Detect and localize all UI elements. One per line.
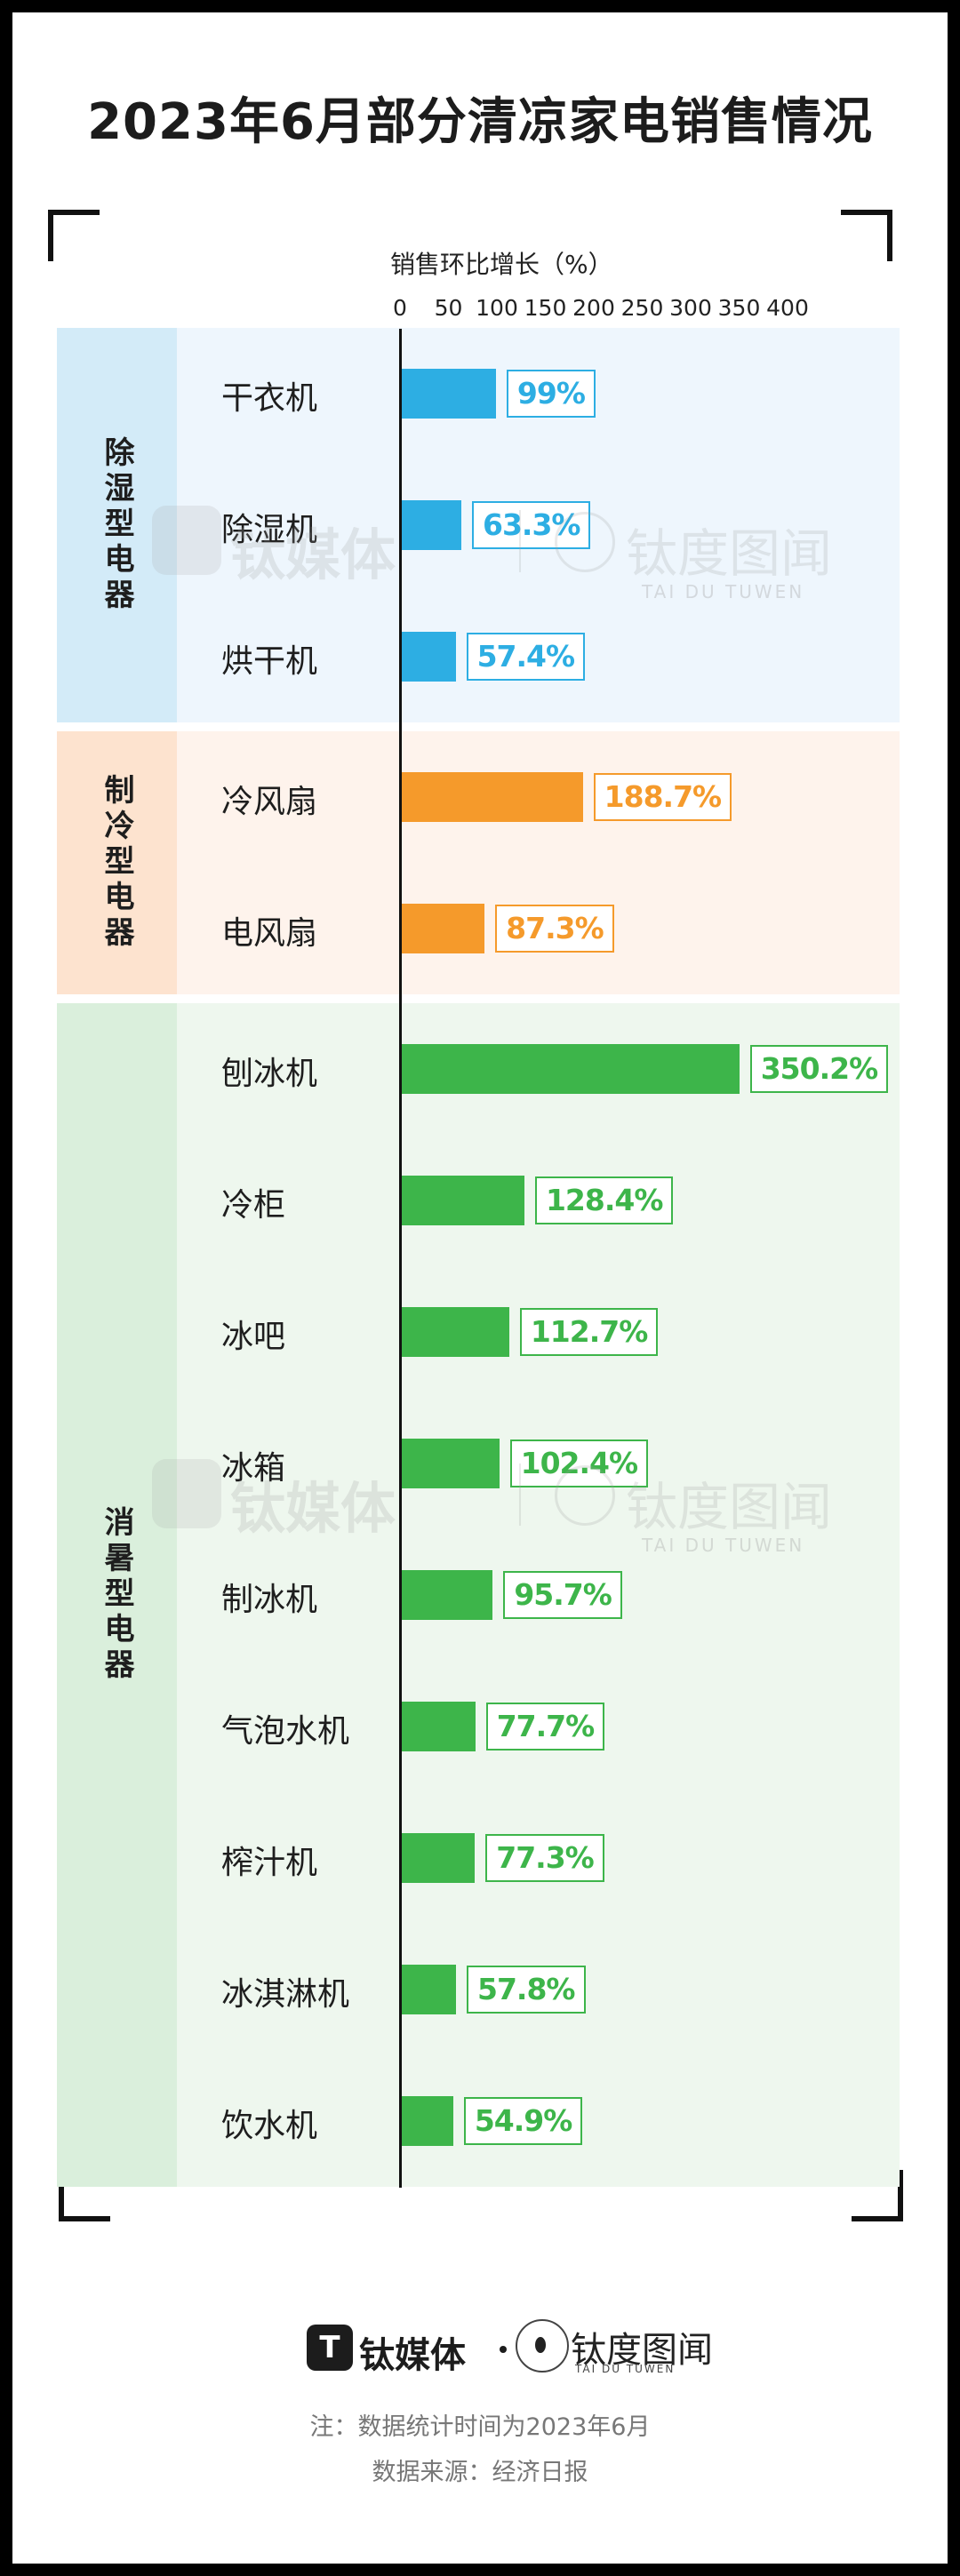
bar	[400, 1833, 476, 1883]
x-tick-label: 100	[476, 295, 518, 321]
category-label: 榨汁机	[221, 1845, 318, 1881]
data-label: 102.4%	[509, 1440, 649, 1487]
corner-bracket-bottom-right	[852, 2170, 903, 2221]
data-label: 77.7%	[485, 1703, 605, 1751]
data-label: 99%	[506, 370, 596, 418]
data-label: 87.3%	[495, 905, 614, 953]
category-label: 刨冰机	[221, 1056, 318, 1092]
category-label: 气泡水机	[221, 1713, 350, 1750]
group-label-text: 消暑型电器	[99, 1506, 134, 1684]
bar	[400, 1176, 524, 1225]
watermark-brand2-sub: TAI DU TUWEN	[642, 581, 805, 602]
eye-logo-pupil	[535, 2337, 546, 2353]
infographic-page: 2023年6月部分清凉家电销售情况 销售环比增长（%） 0 50 100 150 200…	[12, 12, 948, 2564]
data-label: 188.7%	[593, 773, 732, 821]
category-label: 除湿机	[221, 512, 318, 548]
category-label: 饮水机	[221, 2108, 318, 2144]
bar	[400, 2096, 453, 2146]
corner-bracket-bottom-left	[59, 2170, 110, 2221]
footer-source: 数据来源：经济日报	[372, 2459, 588, 2486]
x-tick-label: 300	[669, 295, 712, 321]
watermark-eye-icon	[555, 512, 615, 572]
category-label: 冷柜	[221, 1187, 286, 1224]
group-label-text: 除湿型电器	[99, 436, 134, 614]
category-label: 干衣机	[221, 380, 318, 417]
bar	[400, 1702, 476, 1751]
footer-dot-separator	[500, 2346, 507, 2353]
watermark-eye-icon	[555, 1465, 615, 1526]
x-tick-label: 150	[524, 295, 567, 321]
bar	[400, 1965, 456, 2014]
data-label: 128.4%	[534, 1176, 674, 1224]
footer-brand: 钛媒体	[359, 2335, 466, 2376]
x-tick-label: 400	[766, 295, 809, 321]
watermark-separator	[519, 1463, 521, 1526]
bar	[400, 1570, 493, 1620]
data-label: 57.8%	[467, 1966, 586, 2014]
bar	[400, 772, 583, 822]
bar	[400, 632, 456, 682]
x-tick-label: 50	[434, 295, 463, 321]
eye-logo-icon	[516, 2319, 569, 2373]
watermark-brand: 钛媒体	[230, 522, 396, 587]
category-label: 电风扇	[221, 915, 318, 952]
group-label-text: 制冷型电器	[99, 774, 134, 952]
watermark-brand2: 钛度图闻	[626, 1477, 833, 1537]
x-tick-label: 0	[393, 295, 407, 321]
group-label-band	[57, 1003, 177, 2187]
footer-note: 注：数据统计时间为2023年6月	[309, 2413, 651, 2441]
category-label: 冰淇淋机	[221, 1976, 350, 2013]
group-band	[177, 731, 900, 994]
category-label: 制冰机	[221, 1582, 318, 1618]
bar	[400, 500, 461, 550]
footer-brand2-sub: TAI DU TUWEN	[575, 2363, 676, 2375]
data-label: 95.7%	[503, 1571, 622, 1619]
watermark-logo-icon	[152, 506, 221, 575]
group-label: 制冷型电器	[57, 731, 177, 994]
data-label: 54.9%	[463, 2097, 583, 2145]
group-label: 消暑型电器	[57, 1003, 177, 2187]
x-tick-label: 350	[717, 295, 761, 321]
titanium-media-logo-icon: T	[307, 2325, 353, 2371]
data-label: 77.3%	[485, 1834, 604, 1882]
watermark-logo-icon	[152, 1459, 221, 1528]
footer-brand2: 钛度图闻	[571, 2330, 713, 2371]
bar	[400, 1439, 500, 1488]
category-label: 冰吧	[221, 1319, 286, 1355]
group-label-band	[57, 328, 177, 722]
bar	[400, 369, 496, 419]
data-label: 57.4%	[466, 633, 586, 681]
corner-bracket-top-right	[841, 210, 892, 261]
watermark-brand2: 钛度图闻	[626, 523, 833, 584]
bar	[400, 1044, 740, 1094]
x-tick-label: 200	[572, 295, 615, 321]
group-label-band	[57, 731, 177, 994]
zero-axis-line	[399, 329, 402, 2188]
category-label: 烘干机	[221, 643, 318, 680]
watermark-brand: 钛媒体	[230, 1476, 396, 1541]
x-tick-label: 250	[620, 295, 664, 321]
group-label: 除湿型电器	[57, 328, 177, 722]
bar	[400, 1307, 509, 1357]
category-label: 冷风扇	[221, 784, 318, 820]
data-label: 350.2%	[749, 1045, 889, 1093]
watermark-brand2-sub: TAI DU TUWEN	[642, 1535, 805, 1556]
chart-title: 2023年6月部分清凉家电销售情况	[87, 93, 873, 151]
category-label: 冰箱	[221, 1450, 286, 1487]
bar	[400, 904, 485, 953]
data-label: 112.7%	[519, 1308, 659, 1356]
corner-bracket-top-left	[48, 210, 100, 261]
watermark-separator	[519, 510, 521, 572]
x-axis-title: 销售环比增长（%）	[390, 250, 613, 279]
